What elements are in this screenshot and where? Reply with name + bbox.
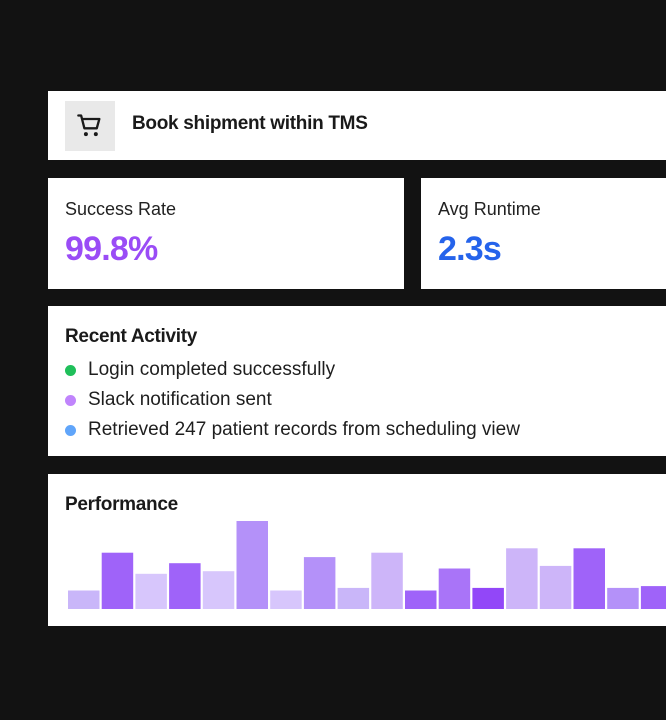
recent-activity-card: Recent Activity Login completed successf… bbox=[48, 306, 666, 456]
chart-bar bbox=[539, 565, 572, 609]
chart-bar bbox=[371, 552, 403, 609]
task-header: Book shipment within TMS bbox=[48, 91, 666, 160]
chart-bar bbox=[135, 573, 167, 609]
activity-text: Slack notification sent bbox=[88, 389, 272, 410]
avg-runtime-card: Avg Runtime 2.3s bbox=[421, 178, 666, 289]
status-dot-icon bbox=[65, 364, 76, 376]
chart-bar bbox=[472, 587, 504, 609]
shopping-cart-icon bbox=[77, 114, 101, 137]
chart-bar bbox=[337, 587, 370, 609]
chart-bar bbox=[405, 590, 437, 609]
performance-card: Performance bbox=[48, 474, 666, 626]
performance-title: Performance bbox=[65, 494, 178, 515]
chart-bar bbox=[573, 548, 605, 609]
activity-item: Login completed successfully bbox=[65, 355, 520, 385]
chart-bar bbox=[506, 548, 538, 609]
activity-text: Retrieved 247 patient records from sched… bbox=[88, 419, 520, 440]
chart-bar bbox=[607, 587, 639, 609]
activity-item: Retrieved 247 patient records from sched… bbox=[65, 415, 520, 445]
success-rate-card: Success Rate 99.8% bbox=[48, 178, 404, 289]
recent-activity-title: Recent Activity bbox=[65, 326, 198, 347]
activity-text: Login completed successfully bbox=[88, 359, 336, 380]
chart-bar bbox=[202, 571, 235, 609]
chart-bar bbox=[101, 552, 134, 609]
chart-bar bbox=[236, 521, 268, 609]
chart-bar bbox=[169, 563, 201, 609]
avg-runtime-label: Avg Runtime bbox=[438, 199, 541, 219]
task-title: Book shipment within TMS bbox=[132, 113, 368, 134]
status-dot-icon bbox=[65, 424, 76, 436]
status-dot-icon bbox=[65, 394, 76, 406]
chart-bar bbox=[640, 586, 666, 609]
chart-bar bbox=[438, 568, 471, 609]
task-icon-container bbox=[65, 101, 115, 151]
activity-item: Slack notification sent bbox=[65, 385, 520, 415]
chart-bar bbox=[270, 590, 302, 609]
success-rate-label: Success Rate bbox=[65, 199, 177, 219]
success-rate-value: 99.8% bbox=[65, 230, 158, 268]
chart-bar bbox=[303, 557, 336, 609]
activity-list: Login completed successfully Slack notif… bbox=[65, 355, 520, 445]
chart-bar bbox=[68, 590, 100, 609]
avg-runtime-value: 2.3s bbox=[438, 230, 502, 268]
performance-bar-chart bbox=[68, 521, 666, 609]
